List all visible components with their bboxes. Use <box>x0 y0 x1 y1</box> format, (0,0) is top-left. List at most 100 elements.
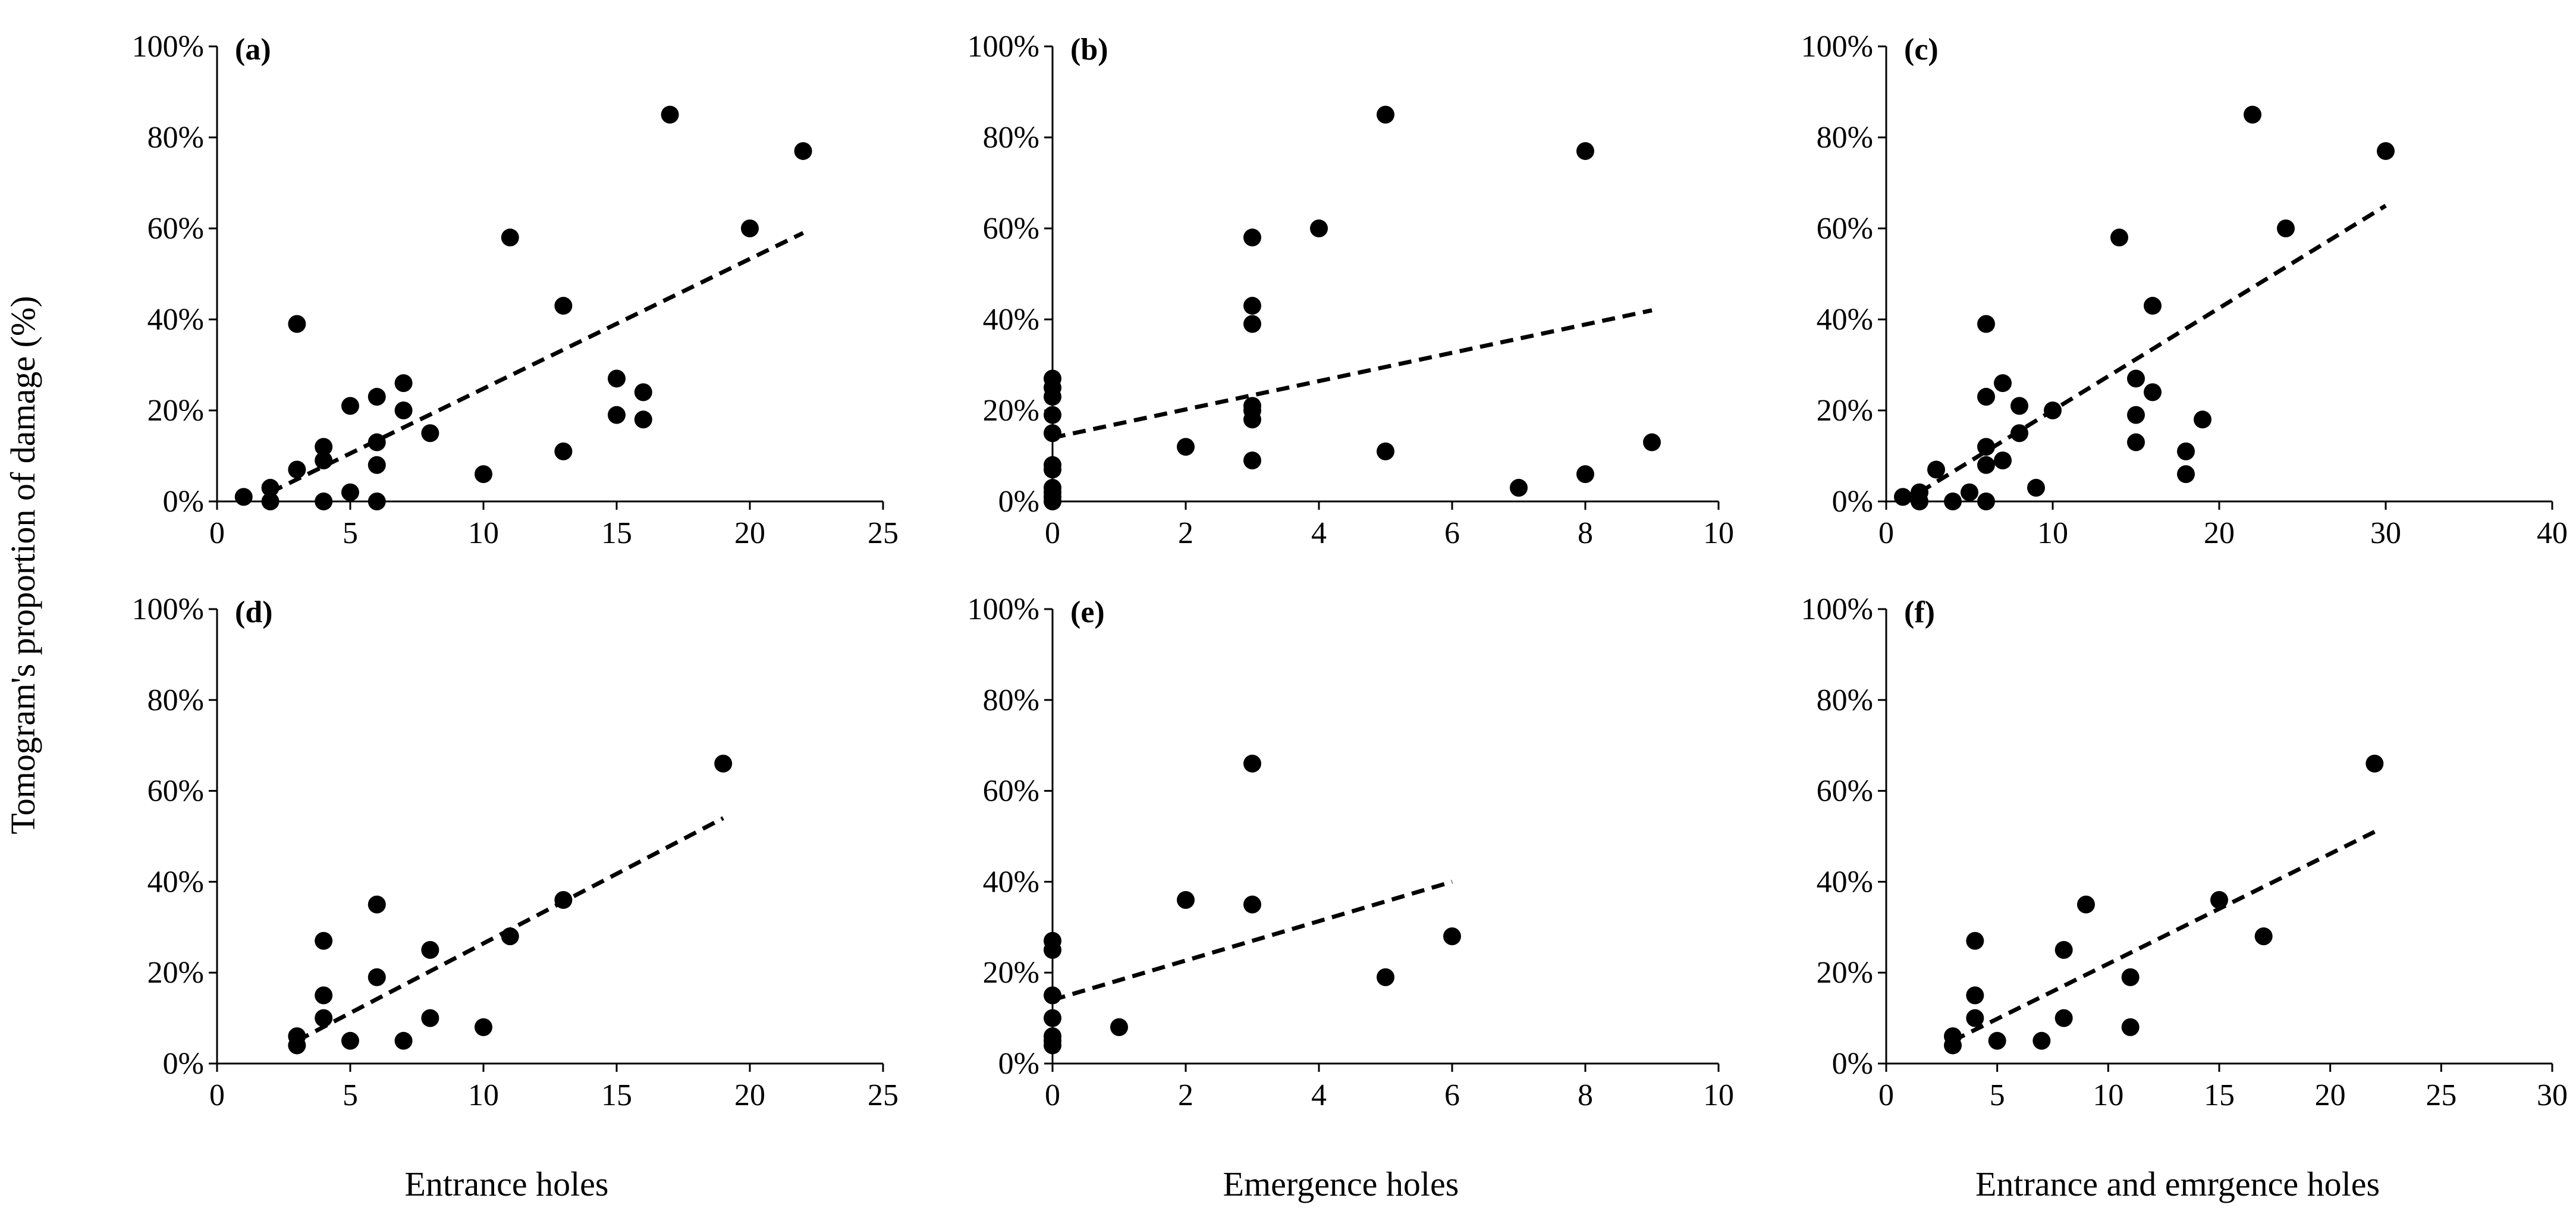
x-tick-label: 30 <box>2537 1078 2568 1112</box>
y-tick-label: 100% <box>1801 592 1873 626</box>
data-point <box>1177 438 1195 456</box>
y-tick-label: 100% <box>132 30 204 64</box>
data-point <box>2210 890 2228 909</box>
data-point <box>315 451 333 470</box>
panels: 0%20%40%60%80%100%0 5 10 15 20 25(a)0%20%40%6… <box>132 30 2568 1112</box>
data-point <box>421 1009 439 1027</box>
data-point <box>634 383 652 402</box>
data-point <box>2010 424 2028 443</box>
data-point <box>1988 1031 2006 1050</box>
y-tick-label: 20% <box>983 394 1039 428</box>
y-tick-label: 100% <box>132 592 204 626</box>
data-point <box>1966 931 1984 950</box>
data-point <box>1044 369 1061 388</box>
data-point <box>2144 297 2162 315</box>
x-tick-label: 10 <box>1703 516 1734 550</box>
x-tick-label: 20 <box>734 516 765 550</box>
data-point <box>501 228 519 247</box>
x-axis-title-entrance: Entrance holes <box>404 1165 608 1203</box>
x-tick-label: 15 <box>2204 1078 2235 1112</box>
x-tick-label: 0 <box>1878 516 1894 550</box>
y-tick-label: 0% <box>998 1047 1039 1081</box>
data-point <box>394 374 413 393</box>
data-point <box>1044 1009 1061 1027</box>
y-tick-label: 80% <box>983 121 1039 155</box>
data-point <box>608 369 626 388</box>
x-tick-label: 6 <box>1444 516 1460 550</box>
data-point <box>1243 315 1261 333</box>
data-point <box>1966 1009 1984 1027</box>
trendline <box>1052 308 1653 440</box>
data-point <box>2054 1009 2073 1027</box>
x-tick-label: 0 <box>1045 1078 1060 1112</box>
data-point <box>261 479 279 497</box>
data-point <box>1443 927 1461 946</box>
x-tick-label: 2 <box>1178 1078 1193 1112</box>
data-point <box>1576 465 1594 484</box>
data-point <box>1044 424 1061 443</box>
panel-a: 0% 20% 40% 60% 80% 100% 0 5 10 15 20 25 (a) <box>132 30 899 550</box>
data-point <box>1243 895 1261 914</box>
data-point <box>1377 968 1394 986</box>
trendline <box>1918 203 2387 494</box>
data-point <box>315 438 333 456</box>
y-tick-label: 80% <box>147 121 204 155</box>
panel-label: (d) <box>235 595 273 629</box>
x-tick-label: 25 <box>868 516 899 550</box>
data-point <box>315 493 333 510</box>
data-point <box>2177 442 2195 460</box>
data-point <box>315 1009 333 1027</box>
y-tick-label: 60% <box>1817 212 1873 246</box>
data-point <box>394 1031 413 1050</box>
data-point <box>341 397 359 415</box>
x-tick-label: 6 <box>1444 1078 1460 1112</box>
data-point <box>1927 460 1945 479</box>
data-point <box>475 1018 492 1036</box>
data-point <box>394 402 413 419</box>
data-point <box>421 424 439 443</box>
x-tick-label: 8 <box>1578 516 1593 550</box>
x-tick-label: 4 <box>1311 1078 1327 1112</box>
y-tick-label: 40% <box>983 865 1039 899</box>
data-point <box>2127 406 2145 424</box>
y-tick-label: 60% <box>983 212 1039 246</box>
x-tick-label: 30 <box>2370 516 2401 550</box>
data-point <box>2032 1031 2051 1050</box>
data-point <box>1243 228 1261 247</box>
data-point <box>475 465 492 484</box>
data-point <box>367 968 386 986</box>
x-tick-label: 0 <box>209 1078 225 1112</box>
data-point <box>315 986 333 1005</box>
x-tick-label: 15 <box>601 1078 632 1112</box>
data-point <box>1977 315 1995 333</box>
data-point <box>634 410 652 429</box>
data-point <box>1044 406 1061 424</box>
x-axis-title-combined: Entrance and emrgence holes <box>1975 1165 2380 1203</box>
y-tick-label: 20% <box>1817 956 1873 990</box>
panel-label: (b) <box>1070 33 1108 67</box>
data-point <box>661 105 679 124</box>
data-point <box>2044 402 2062 419</box>
y-tick-label: 0% <box>163 485 204 519</box>
data-point <box>288 460 306 479</box>
data-point <box>2054 941 2073 959</box>
x-tick-label: 20 <box>2315 1078 2346 1112</box>
data-point <box>1044 1027 1061 1046</box>
panel-label: (e) <box>1070 595 1105 629</box>
data-point <box>1044 479 1061 497</box>
x-tick-label: 10 <box>1703 1078 1734 1112</box>
panel-d: 0% 20% 40% 60% 80% 100% 0 5 10 15 20 25 (d) <box>132 592 899 1112</box>
data-point <box>421 941 439 959</box>
x-tick-label: 25 <box>868 1078 899 1112</box>
data-point <box>794 142 812 160</box>
data-point <box>1377 442 1394 460</box>
data-point <box>367 456 386 474</box>
panel-label: (f) <box>1904 595 1935 629</box>
data-point <box>2177 465 2195 484</box>
data-point <box>1243 397 1261 415</box>
x-tick-label: 25 <box>2426 1078 2456 1112</box>
x-tick-label: 20 <box>734 1078 765 1112</box>
data-point <box>1894 488 1912 506</box>
data-point <box>2010 397 2028 415</box>
data-point <box>367 895 386 914</box>
